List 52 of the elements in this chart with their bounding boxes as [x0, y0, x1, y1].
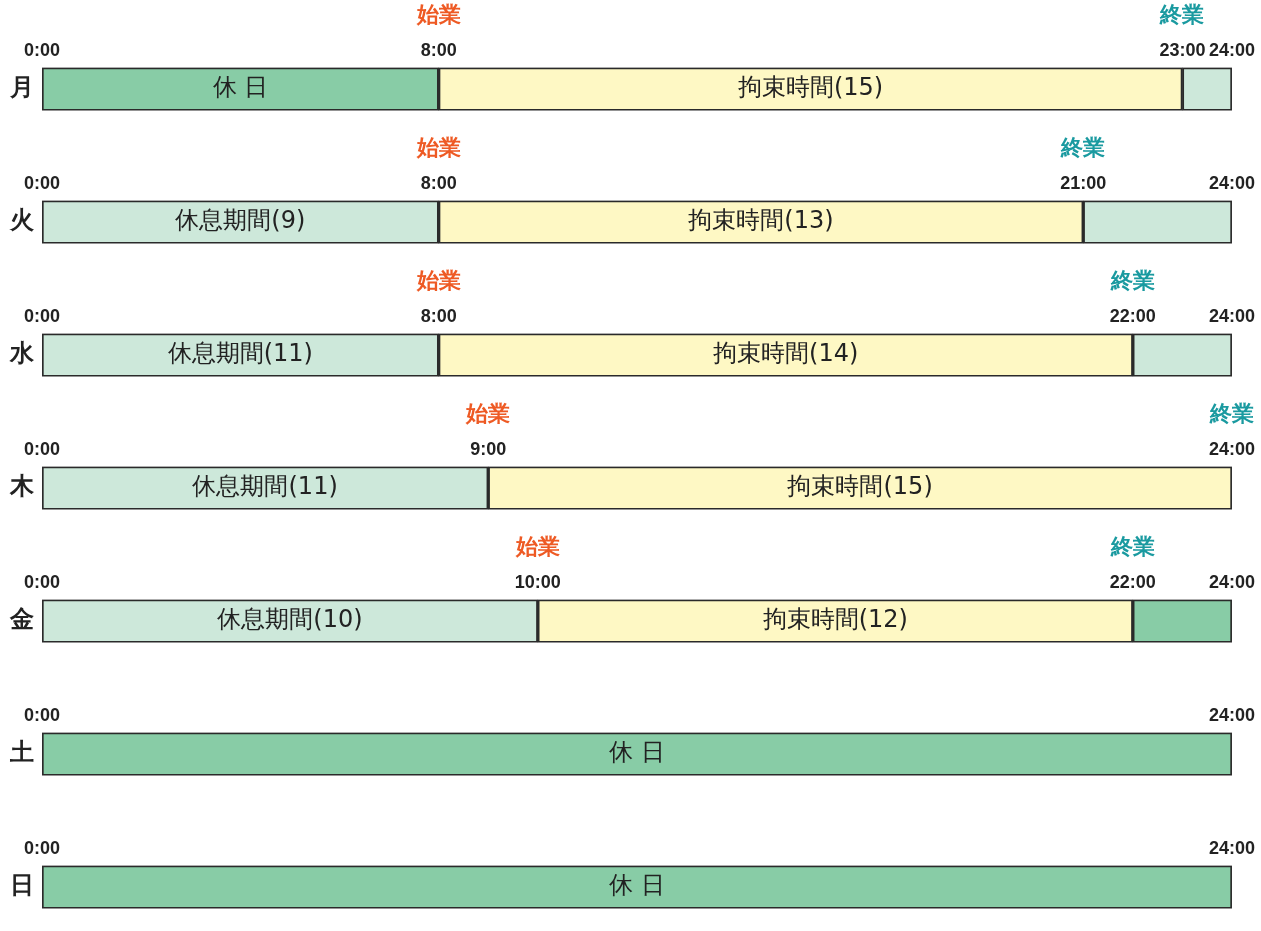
annotation: 終業: [1060, 135, 1106, 161]
data-label: 拘束時間(12): [762, 605, 908, 634]
data-label: 拘束時間(15): [787, 472, 933, 501]
annotation: 始業: [514, 534, 560, 560]
data-label: 拘束時間(14): [713, 339, 859, 368]
y-tick-label: 土: [9, 738, 34, 767]
x-tick-label: 24:00: [1208, 172, 1255, 193]
x-tick-label: 0:00: [23, 571, 61, 592]
data-label: 休息期間(10): [217, 605, 363, 634]
x-tick-label: 22:00: [1109, 571, 1156, 592]
annotation: 始業: [415, 2, 461, 28]
x-tick-label: 8:00: [420, 172, 457, 193]
x-tick-label: 21:00: [1060, 172, 1107, 193]
x-tick-label: 23:00: [1159, 39, 1206, 60]
x-tick-label: 8:00: [420, 39, 457, 60]
data-label: 休息期間(9): [175, 206, 306, 235]
data-label: 休 日: [212, 73, 269, 102]
y-tick-label: 金: [9, 605, 34, 634]
x-tick-label: 0:00: [23, 438, 61, 459]
x-tick-label: 24:00: [1208, 704, 1255, 725]
y-tick-label: 月: [9, 73, 34, 102]
x-tick-label: 24:00: [1208, 837, 1255, 858]
annotation: 始業: [465, 401, 511, 427]
data-label: 休息期間(11): [167, 339, 313, 368]
x-tick-label: 0:00: [23, 39, 61, 60]
data-label: 休 日: [609, 871, 665, 900]
annotation: 終業: [1109, 534, 1155, 560]
annotation: 終業: [1159, 2, 1205, 28]
data-label: 拘束時間(13): [688, 206, 834, 235]
x-tick-label: 0:00: [23, 305, 61, 326]
x-tick-label: 24:00: [1208, 571, 1255, 592]
data-label: 休息期間(11): [192, 472, 338, 501]
x-tick-label: 8:00: [420, 305, 457, 326]
data-label: 休 日: [609, 738, 665, 767]
x-tick-label: 22:00: [1109, 305, 1156, 326]
y-tick-label: 火: [9, 206, 35, 235]
data-label: 拘束時間(15): [737, 73, 884, 102]
annotation: 終業: [1109, 268, 1155, 294]
x-tick-label: 10:00: [514, 571, 561, 592]
annotation: 始業: [415, 268, 461, 294]
y-tick-label: 日: [10, 871, 34, 900]
annotation: 終業: [1208, 401, 1254, 427]
x-tick-label: 24:00: [1208, 438, 1255, 459]
y-tick-label: 水: [9, 339, 35, 368]
x-tick-label: 24:00: [1208, 39, 1255, 60]
x-tick-label: 0:00: [23, 704, 61, 725]
x-tick-label: 0:00: [23, 837, 61, 858]
x-tick-label: 9:00: [470, 438, 507, 459]
annotation: 始業: [415, 135, 461, 161]
x-tick-label: 0:00: [23, 172, 61, 193]
y-tick-label: 木: [9, 472, 35, 501]
x-tick-label: 24:00: [1208, 305, 1255, 326]
